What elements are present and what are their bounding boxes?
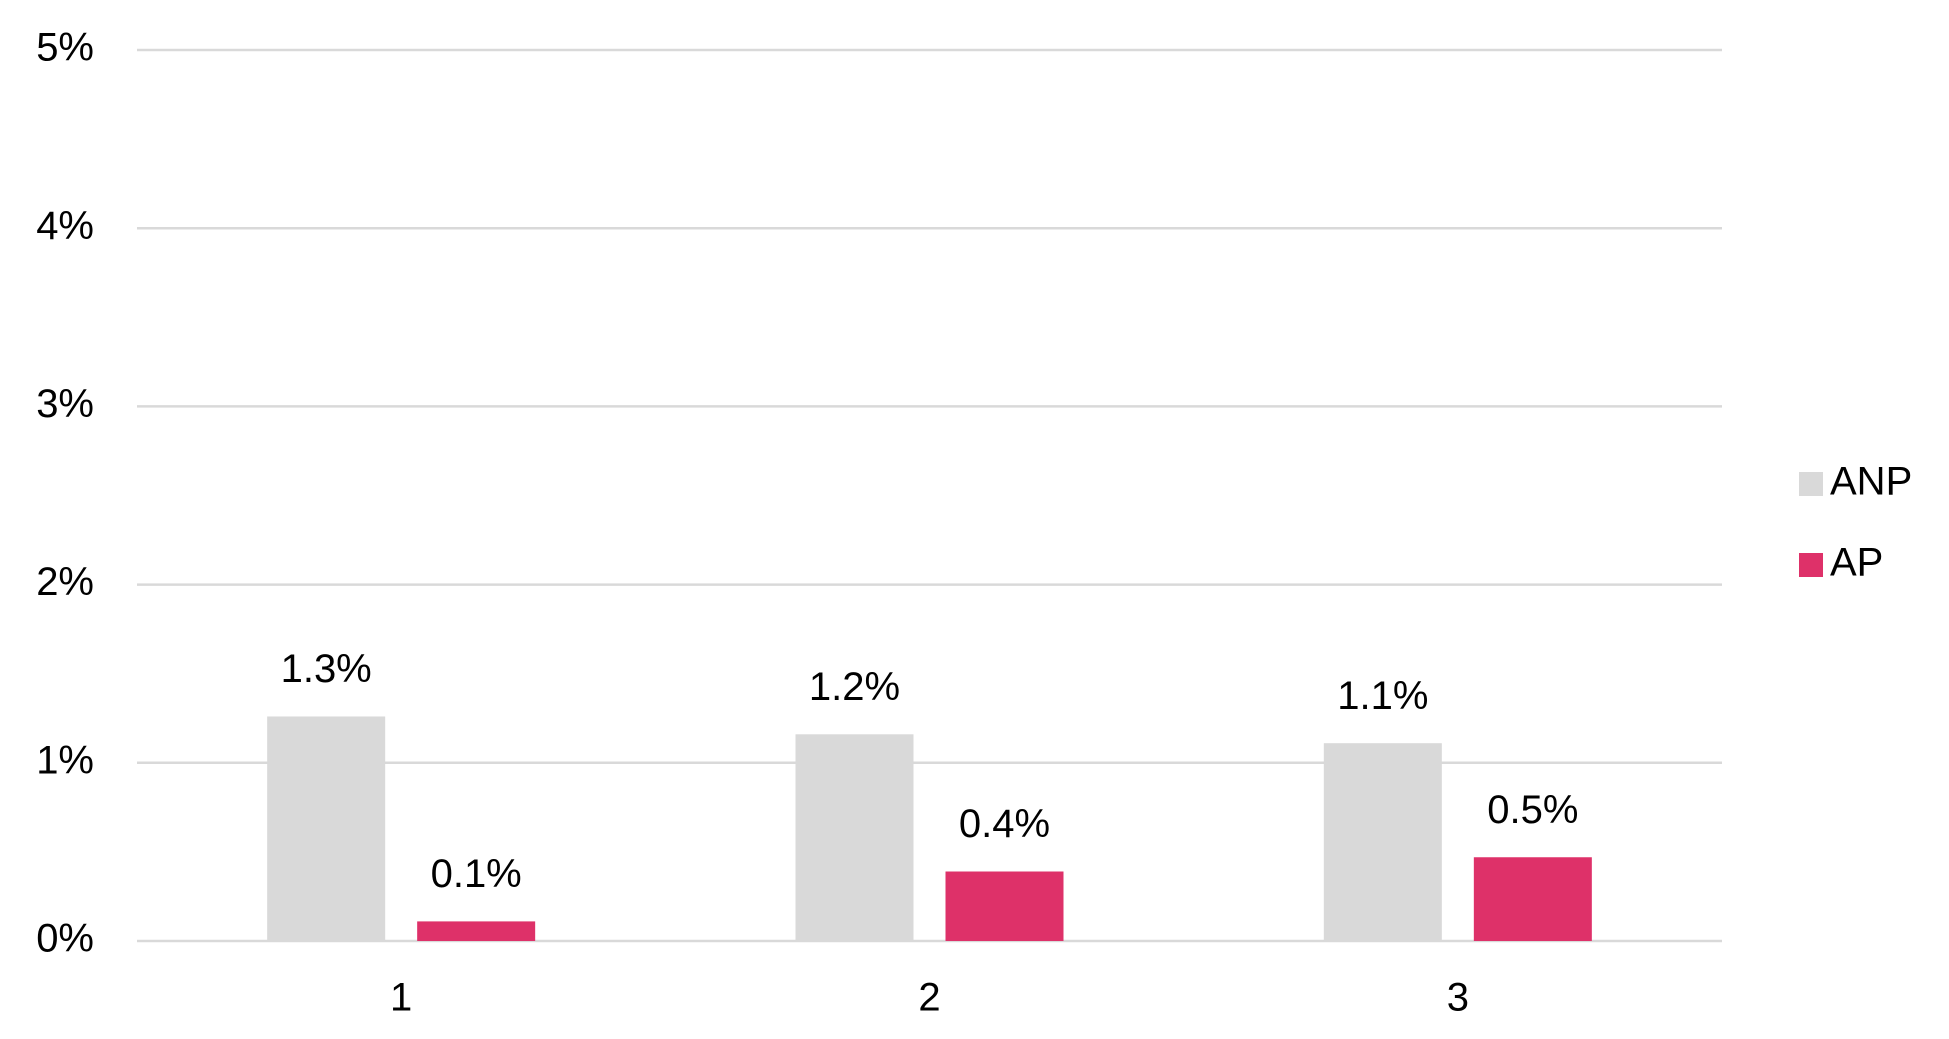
x-tick-label: 2: [918, 976, 940, 1020]
y-tick-label: 4%: [36, 204, 94, 248]
bar: [1323, 743, 1442, 941]
legend-swatch: [1799, 472, 1823, 496]
bar: [795, 734, 914, 941]
legend-label: AP: [1830, 541, 1883, 585]
bar: [417, 921, 536, 941]
x-tick-label: 3: [1447, 976, 1469, 1020]
data-label: 1.3%: [281, 647, 372, 691]
data-label: 1.1%: [1337, 674, 1428, 718]
data-label: 0.4%: [959, 802, 1050, 846]
data-label: 0.5%: [1487, 788, 1578, 832]
legend-swatch: [1799, 553, 1823, 577]
legend-label: ANP: [1830, 460, 1912, 504]
data-label: 0.1%: [431, 852, 522, 896]
y-tick-label: 0%: [36, 917, 94, 961]
bar: [945, 871, 1064, 941]
bar: [267, 716, 386, 941]
x-tick-label: 1: [390, 976, 412, 1020]
y-tick-label: 2%: [36, 560, 94, 604]
y-tick-label: 1%: [36, 738, 94, 782]
y-tick-label: 3%: [36, 382, 94, 426]
y-tick-label: 5%: [36, 26, 94, 70]
bar: [1473, 857, 1592, 941]
data-label: 1.2%: [809, 665, 900, 709]
